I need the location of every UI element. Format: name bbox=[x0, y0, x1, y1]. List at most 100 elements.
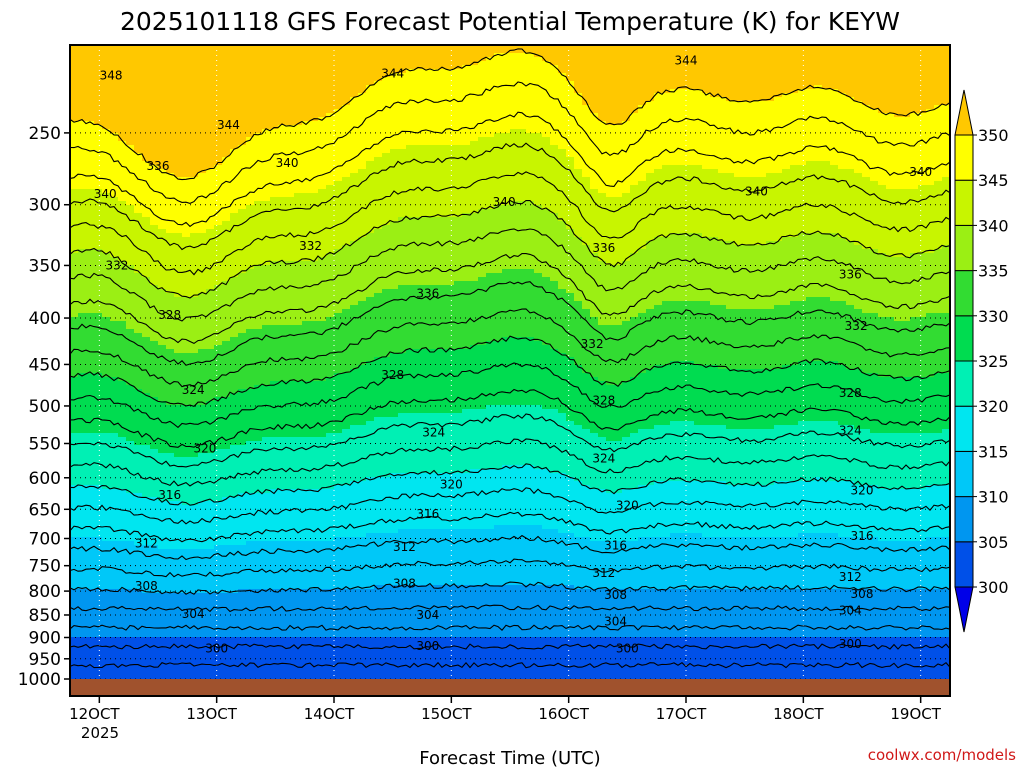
contour-label: 312 bbox=[393, 540, 416, 554]
colorbar-bin bbox=[954, 541, 974, 588]
y-tick-label: 400 bbox=[29, 309, 61, 329]
x-axis: 12OCT 13OCT 14OCT 15OCT 16OCT 17OCT 18OCT 19OCT bbox=[69, 695, 942, 723]
y-tick-label: 250 bbox=[29, 124, 61, 144]
colorbar-label: 305 bbox=[978, 533, 1009, 552]
colorbar-bin bbox=[954, 270, 974, 317]
contour-label: 316 bbox=[416, 507, 439, 521]
contour-label: 332 bbox=[299, 239, 322, 253]
y-axis: 2503003504004505005506006507007508008509… bbox=[18, 124, 70, 690]
contour-label: 344 bbox=[381, 66, 404, 80]
colorbar-bin bbox=[954, 360, 974, 407]
contour-label: 332 bbox=[845, 319, 868, 333]
contour-label: 308 bbox=[851, 587, 874, 601]
y-tick-label: 850 bbox=[29, 606, 61, 626]
colorbar-bin bbox=[954, 450, 974, 498]
contour-label: 324 bbox=[182, 383, 205, 397]
credit-link[interactable]: coolwx.com/models bbox=[868, 746, 1016, 764]
contour-label: 324 bbox=[839, 423, 862, 437]
contour-label: 336 bbox=[147, 159, 170, 173]
y-tick-label: 750 bbox=[29, 557, 61, 577]
y-tick-label: 350 bbox=[29, 256, 61, 276]
colorbar-bin bbox=[954, 315, 974, 362]
colorbar-extend-top bbox=[954, 89, 974, 136]
contour-label: 320 bbox=[851, 484, 874, 498]
x-tick-label: 18OCT bbox=[773, 705, 824, 723]
x-tick-label: 15OCT bbox=[421, 705, 472, 723]
y-tick-label: 900 bbox=[29, 628, 61, 648]
x-tick-label: 14OCT bbox=[304, 705, 355, 723]
contour-label: 304 bbox=[839, 603, 862, 617]
contour-label: 336 bbox=[592, 241, 615, 255]
colorbar-bin bbox=[954, 179, 974, 226]
colorbar-bin bbox=[954, 134, 974, 181]
x-tick-label: 16OCT bbox=[538, 705, 589, 723]
contour-label: 340 bbox=[94, 187, 117, 201]
x-year-label: 2025 bbox=[81, 724, 119, 742]
colorbar-bin bbox=[954, 496, 974, 543]
contour-label: 320 bbox=[193, 441, 216, 455]
contour-label: 320 bbox=[616, 499, 639, 513]
contour-label: 328 bbox=[592, 393, 615, 407]
contour-label: 344 bbox=[217, 118, 240, 132]
x-tick-label: 17OCT bbox=[656, 705, 707, 723]
contour-label: 308 bbox=[393, 577, 416, 591]
contour-label: 328 bbox=[158, 308, 181, 322]
colorbar-label: 325 bbox=[978, 352, 1009, 371]
contour-label: 324 bbox=[592, 451, 615, 465]
y-tick-label: 800 bbox=[29, 582, 61, 602]
chart-title: 2025101118 GFS Forecast Potential Temper… bbox=[120, 7, 900, 36]
y-tick-label: 1000 bbox=[18, 670, 61, 690]
colorbar-label: 345 bbox=[978, 171, 1009, 190]
colorbar-label: 310 bbox=[978, 488, 1009, 507]
contour-label: 336 bbox=[839, 267, 862, 281]
colorbar-extend-bottom bbox=[954, 586, 974, 633]
y-tick-label: 650 bbox=[29, 500, 61, 520]
y-tick-label: 700 bbox=[29, 529, 61, 549]
contour-lines bbox=[70, 48, 950, 669]
y-tick-label: 950 bbox=[29, 650, 61, 670]
contour-label: 312 bbox=[839, 570, 862, 584]
colorbar-label: 300 bbox=[978, 578, 1009, 597]
contour-label: 340 bbox=[745, 184, 768, 198]
y-tick-label: 600 bbox=[29, 469, 61, 489]
x-tick-label: 13OCT bbox=[186, 705, 237, 723]
colorbar: 300 305 310 315 320 325 330 335 340 345 350 bbox=[954, 89, 1009, 633]
contour-label: 336 bbox=[416, 287, 439, 301]
contour-label: 304 bbox=[604, 614, 627, 628]
contour-label: 316 bbox=[851, 529, 874, 543]
contour-label: 348 bbox=[100, 68, 123, 82]
contour-label: 340 bbox=[909, 165, 932, 179]
contour-label: 324 bbox=[422, 426, 445, 440]
colorbar-label: 340 bbox=[978, 216, 1009, 235]
contour-label: 332 bbox=[581, 337, 604, 351]
contour-label: 328 bbox=[839, 386, 862, 400]
y-tick-label: 550 bbox=[29, 434, 61, 454]
colorbar-label: 335 bbox=[978, 262, 1009, 281]
contour-label: 312 bbox=[592, 566, 615, 580]
contour-label: 300 bbox=[416, 639, 439, 653]
temperature-field bbox=[70, 45, 950, 682]
x-axis-title: Forecast Time (UTC) bbox=[419, 748, 600, 768]
colorbar-label: 315 bbox=[978, 442, 1009, 461]
contour-label: 308 bbox=[604, 588, 627, 602]
contour-label: 332 bbox=[105, 258, 128, 272]
contour-label: 344 bbox=[675, 53, 698, 67]
x-tick-label: 12OCT bbox=[69, 705, 120, 723]
contour-label: 304 bbox=[182, 607, 205, 621]
y-tick-label: 450 bbox=[29, 355, 61, 375]
colorbar-label: 330 bbox=[978, 307, 1009, 326]
contour-label: 300 bbox=[205, 641, 228, 655]
contour-label: 300 bbox=[839, 637, 862, 651]
contour-label: 316 bbox=[604, 539, 627, 553]
x-tick-label: 19OCT bbox=[890, 705, 941, 723]
colorbar-label: 350 bbox=[978, 126, 1009, 145]
contour-label: 340 bbox=[276, 156, 299, 170]
colorbar-bin bbox=[954, 405, 974, 452]
plot-frame bbox=[69, 44, 951, 697]
contour-label: 308 bbox=[135, 579, 158, 593]
contour-label: 304 bbox=[416, 608, 439, 622]
contour-label: 328 bbox=[381, 368, 404, 382]
colorbar-bin bbox=[954, 224, 974, 272]
contour-label: 320 bbox=[440, 477, 463, 491]
